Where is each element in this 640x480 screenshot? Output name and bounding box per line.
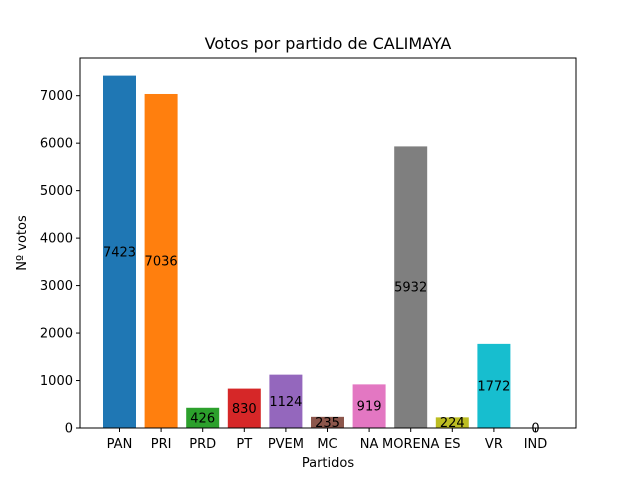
y-tick-label: 5000 <box>40 184 73 199</box>
bar-prd <box>186 407 220 428</box>
x-tick-label-pvem: PVEM <box>268 437 304 452</box>
bar-mc <box>311 416 344 428</box>
y-tick-label: 1000 <box>40 374 73 389</box>
data-label-es: 224 <box>440 416 465 431</box>
x-tick-label-na: NA <box>360 437 379 452</box>
y-tick-label: 4000 <box>40 232 73 247</box>
y-tick-label: 0 <box>65 422 73 437</box>
data-label-prd: 426 <box>190 411 215 426</box>
y-tick-label: 2000 <box>40 327 73 342</box>
data-label-pt: 830 <box>232 402 257 417</box>
x-tick-label-pri: PRI <box>151 437 172 452</box>
x-tick-label-pt: PT <box>236 437 252 452</box>
x-tick-label-pan: PAN <box>107 437 133 452</box>
x-tick-label-morena: MORENA <box>382 437 439 452</box>
bar-vr <box>477 343 511 428</box>
chart-title: Votos por partido de CALIMAYA <box>205 34 452 53</box>
data-label-ind: 0 <box>531 422 539 437</box>
bar-pt <box>227 388 261 428</box>
y-tick-label: 3000 <box>40 279 73 294</box>
data-label-mc: 235 <box>315 416 340 431</box>
bar-pan <box>103 75 136 428</box>
bar-pvem <box>269 374 303 428</box>
x-tick-label-es: ES <box>444 437 460 452</box>
y-tick-label: 6000 <box>40 137 73 152</box>
data-label-pan: 7423 <box>103 245 136 260</box>
x-tick-label-ind: IND <box>524 437 548 452</box>
x-tick-label-mc: MC <box>317 437 337 452</box>
data-label-pvem: 1124 <box>269 395 302 410</box>
bar-na <box>352 384 386 428</box>
bar-es <box>435 417 469 428</box>
bar-morena <box>394 146 428 429</box>
y-tick-label: 7000 <box>40 89 73 104</box>
x-tick-label-vr: VR <box>485 437 503 452</box>
x-tick-label-prd: PRD <box>189 437 216 452</box>
bar-pri <box>144 93 178 428</box>
x-axis-label: Partidos <box>302 456 354 471</box>
data-label-morena: 5932 <box>394 281 427 296</box>
y-axis-label: Nº votos <box>15 215 30 271</box>
data-label-vr: 1772 <box>477 379 510 394</box>
data-label-na: 919 <box>357 400 382 415</box>
data-label-pri: 7036 <box>145 254 178 269</box>
plot-area <box>103 75 511 429</box>
